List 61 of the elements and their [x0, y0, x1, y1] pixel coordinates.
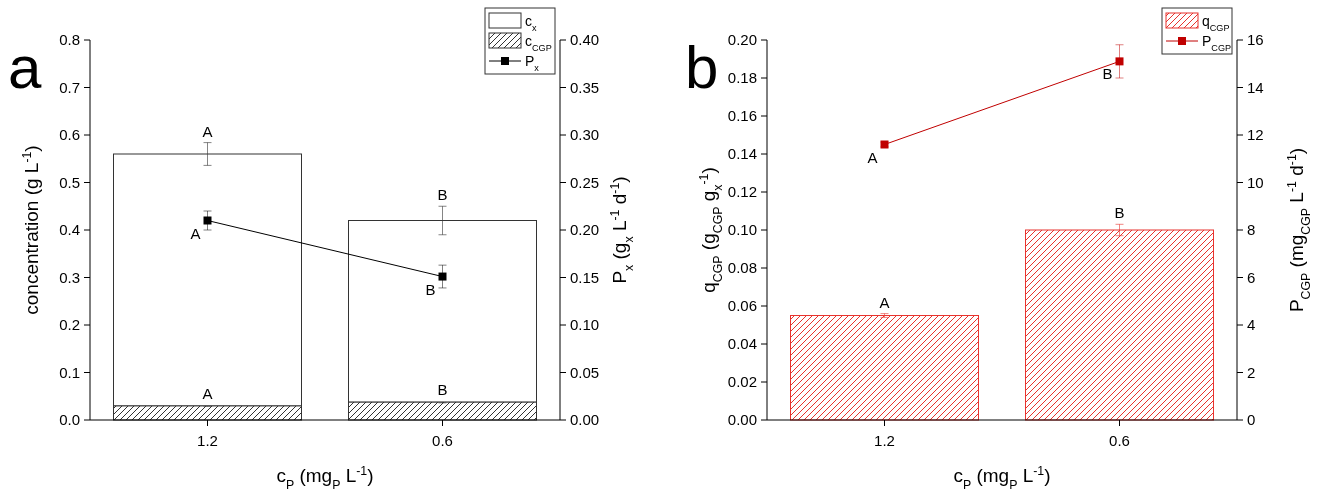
y-tick-label: 0.10	[727, 221, 757, 238]
y-tick-label: 0.7	[59, 78, 80, 96]
annotation: B	[437, 186, 448, 204]
y-tick-label: 0.04	[727, 335, 757, 352]
annotation: A	[190, 224, 201, 242]
y-tick-label: 0.18	[727, 69, 757, 86]
y-tick-label: 0.06	[727, 297, 757, 314]
legend-label: q$_{CGP}$	[1202, 13, 1230, 33]
y-tick-label: 0.16	[727, 107, 757, 124]
y-tick-label: 0.14	[727, 145, 757, 162]
y2-tick-label: 14	[1247, 78, 1264, 96]
legend-label: P$_{CGP}$	[1202, 33, 1232, 53]
chart-title: b	[685, 34, 719, 101]
y2-tick-label: 4	[1247, 316, 1256, 333]
y2-tick-label: 0.20	[570, 221, 600, 238]
y2-tick-label: 0.25	[570, 173, 600, 191]
y-tick-label: 0.6	[59, 126, 80, 143]
y-tick-label: 0.5	[59, 173, 80, 191]
y2-tick-label: 0.00	[570, 411, 600, 428]
annotation: B	[425, 280, 436, 298]
annotation: B	[1102, 64, 1113, 82]
y2-tick-label: 0.10	[570, 316, 600, 333]
y-tick-label: 0.02	[727, 373, 757, 390]
y-tick-label: 0.4	[59, 221, 80, 238]
y-tick-label: 0.12	[727, 183, 757, 200]
y2-tick-label: 10	[1247, 173, 1264, 191]
x-tick-label: 0.6	[1109, 432, 1130, 449]
x-axis-title: c$_{P}$ (mg$_{P}$ L$^{-1}$)	[276, 464, 374, 492]
y2-tick-label: 0.40	[570, 31, 600, 48]
y-tick-label: 0.1	[59, 363, 80, 381]
y2-tick-label: 2	[1247, 363, 1256, 381]
x-tick-label: 1.2	[874, 432, 895, 449]
y-tick-label: 0.0	[59, 411, 80, 428]
y2-tick-label: 16	[1247, 31, 1264, 48]
annotation: B	[437, 381, 448, 398]
annotation: A	[202, 385, 213, 403]
annotation: A	[202, 122, 213, 140]
y2-tick-label: 6	[1247, 268, 1256, 286]
legend-label: c$_{x}$	[525, 13, 537, 33]
y-tick-label: 0.08	[727, 259, 757, 276]
y-tick-label: 0.00	[727, 411, 757, 428]
x-tick-label: 1.2	[197, 432, 218, 449]
y-tick-label: 0.8	[59, 31, 80, 48]
annotation: B	[1114, 204, 1125, 222]
y2-tick-label: 0.05	[570, 363, 600, 381]
y2-tick-label: 0.30	[570, 126, 600, 143]
y-tick-label: 0.20	[727, 31, 757, 48]
x-tick-label: 0.6	[432, 432, 453, 449]
y2-tick-label: 0	[1247, 411, 1256, 428]
chart-title: a	[8, 34, 42, 101]
legend-label: c$_{CGP}$	[525, 33, 552, 53]
x-axis-title: c$_{P}$ (mg$_{P}$ L$^{-1}$)	[953, 464, 1051, 492]
y2-tick-label: 8	[1247, 221, 1256, 238]
y2-tick-label: 12	[1247, 126, 1264, 143]
annotation: A	[867, 148, 878, 166]
legend-label: P$_{x}$	[525, 53, 540, 73]
y2-tick-label: 0.35	[570, 78, 600, 96]
y-tick-label: 0.2	[59, 316, 80, 333]
y-tick-label: 0.3	[59, 268, 80, 286]
y2-tick-label: 0.15	[570, 268, 600, 286]
annotation: A	[879, 293, 890, 311]
